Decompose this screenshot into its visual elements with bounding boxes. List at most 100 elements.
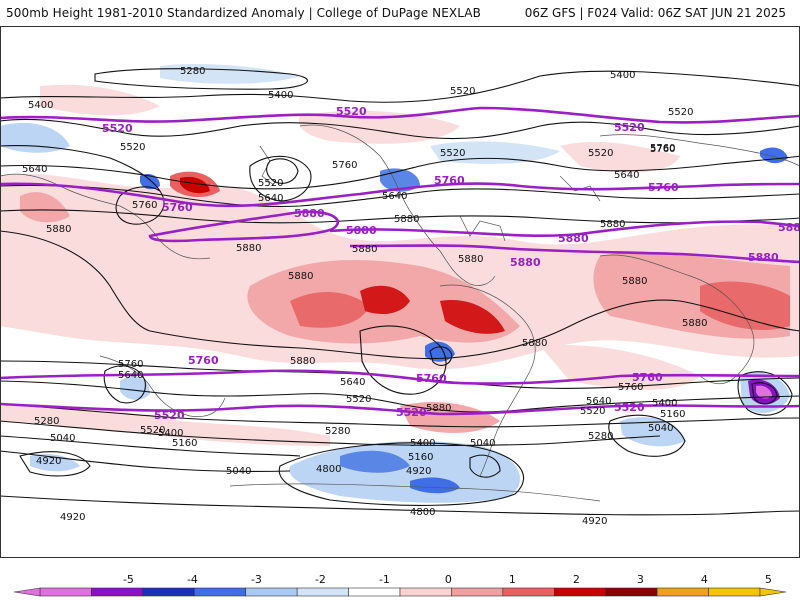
reference-labels: 5520 5520 5520 5760 5760 5760 5880 5880 … bbox=[102, 105, 800, 422]
reference-label: 5880 bbox=[748, 251, 779, 264]
negative-anomaly-shading bbox=[0, 64, 790, 503]
contour-label: 5880 bbox=[288, 271, 313, 282]
reference-label: 5520 bbox=[614, 401, 645, 414]
contour-label: 5400 bbox=[410, 438, 435, 449]
contour-label: 5760 bbox=[118, 359, 143, 370]
contour-label: 5160 bbox=[408, 452, 433, 463]
contour-label: 5640 bbox=[118, 370, 143, 381]
colorbar-cell bbox=[245, 587, 298, 597]
colorbar-cell bbox=[399, 587, 452, 597]
contour-label: 5880 bbox=[394, 214, 419, 225]
contour-label: 5880 bbox=[236, 243, 261, 254]
colorbar-tick-label: 1 bbox=[509, 573, 516, 586]
contour-label: 5760 bbox=[650, 143, 675, 154]
colorbar-tick-label: 5 bbox=[765, 573, 772, 586]
contour-label: 4920 bbox=[406, 466, 431, 477]
contour-label: 5040 bbox=[226, 466, 251, 477]
colorbar-tick-label: -3 bbox=[251, 573, 262, 586]
contour-label: 5400 bbox=[158, 428, 183, 439]
colorbar-cell bbox=[605, 587, 658, 597]
reference-label: 5520 bbox=[396, 406, 427, 419]
contour-label: 5280 bbox=[325, 426, 350, 437]
contour-label: 5520 bbox=[580, 406, 605, 417]
contour-label: 5880 bbox=[600, 219, 625, 230]
colorbar-cell bbox=[553, 587, 607, 597]
contour-label: 5880 bbox=[682, 318, 707, 329]
contour-label: 5280 bbox=[180, 66, 205, 77]
contour-label: 5640 bbox=[614, 170, 639, 181]
contour-label: 5640 bbox=[22, 164, 47, 175]
contour-label: 5880 bbox=[458, 254, 483, 265]
colorbar-tick-label: -2 bbox=[315, 573, 326, 586]
contour-label: 5160 bbox=[660, 409, 685, 420]
reference-label: 5520 bbox=[154, 409, 185, 422]
contour-label: 5280 bbox=[588, 431, 613, 442]
reference-label: 5880 bbox=[778, 221, 800, 234]
reference-label: 5760 bbox=[188, 354, 219, 367]
reference-label: 5760 bbox=[416, 372, 447, 385]
contour-label: 5400 bbox=[610, 70, 635, 81]
reference-label: 5520 bbox=[614, 121, 645, 134]
contour-label: 5520 bbox=[120, 142, 145, 153]
reference-label: 5880 bbox=[294, 207, 325, 220]
contour-label: 5520 bbox=[258, 178, 283, 189]
colorbar-tick-label: 4 bbox=[701, 573, 708, 586]
contour-label: 5760 bbox=[132, 200, 157, 211]
reference-label: 5760 bbox=[162, 201, 193, 214]
contour-label: 4920 bbox=[60, 512, 85, 523]
colorbar-tick-label: -5 bbox=[123, 573, 134, 586]
run-info: 06Z GFS | F024 Valid: 06Z SAT JUN 21 202… bbox=[524, 6, 786, 20]
contour-label: 5880 bbox=[46, 224, 71, 235]
colorbar-cell bbox=[656, 587, 709, 597]
contour-label: 5640 bbox=[586, 396, 611, 407]
colorbar-cell bbox=[348, 587, 401, 597]
colorbar-cell bbox=[451, 587, 504, 597]
colorbar: -5 -4 -3 -2 -1 0 1 2 3 4 5 bbox=[0, 558, 800, 600]
contour-label: 5040 bbox=[470, 438, 495, 449]
colorbar-tick-label: 3 bbox=[637, 573, 644, 586]
contour-label: 5640 bbox=[382, 191, 407, 202]
colorbar-min-arrow bbox=[13, 587, 41, 597]
contour-labels: 5280 5400 5400 5400 5520 5520 5520 5520 … bbox=[22, 66, 707, 527]
contour-label: 5520 bbox=[668, 107, 693, 118]
contour-label: 5880 bbox=[426, 403, 451, 414]
colorbar-cell bbox=[193, 587, 247, 597]
contour-label: 5400 bbox=[28, 100, 53, 111]
colorbar-cell bbox=[39, 587, 92, 597]
contour-label: 4920 bbox=[36, 456, 61, 467]
reference-label: 5520 bbox=[102, 122, 133, 135]
positive-anomaly-shading bbox=[0, 84, 800, 446]
reference-label: 5760 bbox=[632, 371, 663, 384]
colorbar-tick-label: 2 bbox=[573, 573, 580, 586]
contour-label: 5760 bbox=[618, 382, 643, 393]
reference-label: 5760 bbox=[648, 181, 679, 194]
anomaly-map: 5280 5400 5400 5400 5520 5520 5520 5520 … bbox=[0, 26, 800, 558]
contour-label: 5040 bbox=[50, 433, 75, 444]
reference-contours bbox=[0, 106, 800, 416]
contour-label: 5640 bbox=[340, 377, 365, 388]
contour-label: 5760 bbox=[650, 144, 675, 155]
contour-label: 5880 bbox=[290, 356, 315, 367]
contour-label: 5520 bbox=[346, 394, 371, 405]
contour-label: 4800 bbox=[316, 464, 341, 475]
colorbar-cell bbox=[296, 587, 349, 597]
header: 500mb Height 1981-2010 Standardized Anom… bbox=[0, 0, 800, 26]
map-title: 500mb Height 1981-2010 Standardized Anom… bbox=[6, 6, 481, 20]
contour-label: 5400 bbox=[652, 398, 677, 409]
contour-label: 5520 bbox=[588, 148, 613, 159]
reference-label: 5760 bbox=[434, 174, 465, 187]
contour-label: 5160 bbox=[172, 438, 197, 449]
reference-label: 5880 bbox=[346, 224, 377, 237]
colorbar-cell bbox=[502, 587, 555, 597]
contour-label: 4920 bbox=[582, 516, 607, 527]
colorbar-cell bbox=[91, 587, 144, 597]
colorbar-tick-label: 0 bbox=[445, 573, 452, 586]
contour-label: 5400 bbox=[268, 90, 293, 101]
contour-label: 5280 bbox=[34, 416, 59, 427]
colorbar-cells bbox=[13, 587, 787, 597]
reference-label: 5520 bbox=[336, 105, 367, 118]
reference-label: 5880 bbox=[510, 256, 541, 269]
contour-label: 5640 bbox=[258, 193, 283, 204]
contour-label: 5880 bbox=[522, 338, 547, 349]
contour-label: 5880 bbox=[622, 276, 647, 287]
